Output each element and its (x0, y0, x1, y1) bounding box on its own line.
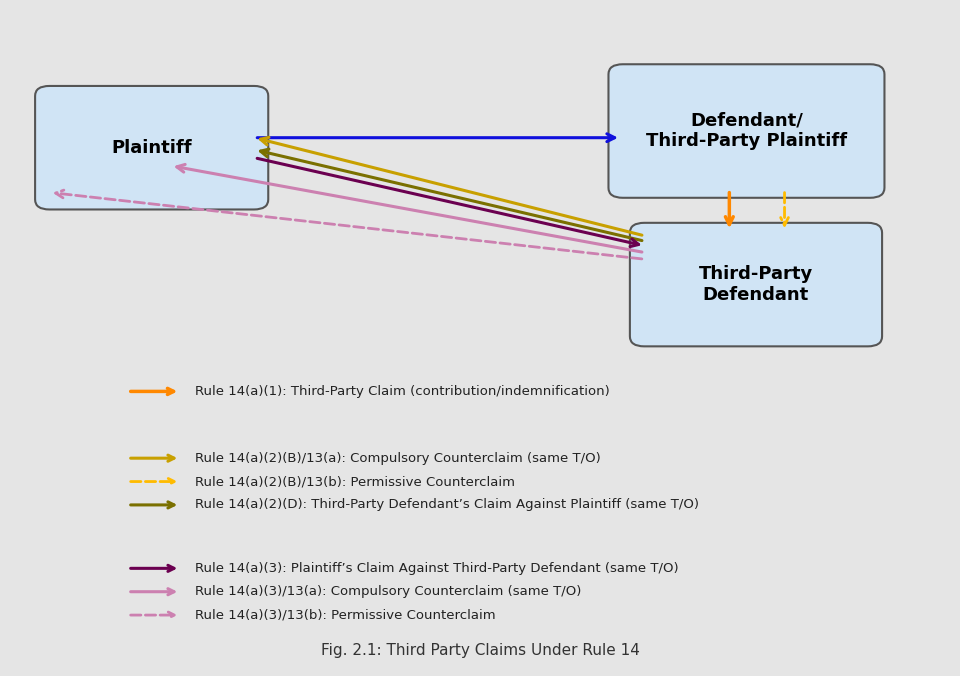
Text: Fig. 2.1: Third Party Claims Under Rule 14: Fig. 2.1: Third Party Claims Under Rule … (321, 644, 639, 658)
Text: Rule 14(a)(3)/13(a): Compulsory Counterclaim (same T/O): Rule 14(a)(3)/13(a): Compulsory Counterc… (195, 585, 581, 598)
Text: Defendant/
Third-Party Plaintiff: Defendant/ Third-Party Plaintiff (646, 112, 847, 151)
Text: Rule 14(a)(2)(D): Third-Party Defendant’s Claim Against Plaintiff (same T/O): Rule 14(a)(2)(D): Third-Party Defendant’… (195, 498, 699, 512)
Text: Plaintiff: Plaintiff (111, 139, 192, 157)
Text: Rule 14(a)(3): Plaintiff’s Claim Against Third-Party Defendant (same T/O): Rule 14(a)(3): Plaintiff’s Claim Against… (195, 562, 678, 575)
FancyBboxPatch shape (630, 223, 882, 346)
FancyBboxPatch shape (36, 86, 268, 210)
Text: Rule 14(a)(2)(B)/13(a): Compulsory Counterclaim (same T/O): Rule 14(a)(2)(B)/13(a): Compulsory Count… (195, 452, 600, 464)
Text: Rule 14(a)(3)/13(b): Permissive Counterclaim: Rule 14(a)(3)/13(b): Permissive Counterc… (195, 608, 495, 621)
Text: Rule 14(a)(2)(B)/13(b): Permissive Counterclaim: Rule 14(a)(2)(B)/13(b): Permissive Count… (195, 475, 515, 488)
Text: Rule 14(a)(1): Third-Party Claim (contribution/indemnification): Rule 14(a)(1): Third-Party Claim (contri… (195, 385, 610, 398)
Text: Third-Party
Defendant: Third-Party Defendant (699, 265, 813, 304)
FancyBboxPatch shape (609, 64, 884, 198)
